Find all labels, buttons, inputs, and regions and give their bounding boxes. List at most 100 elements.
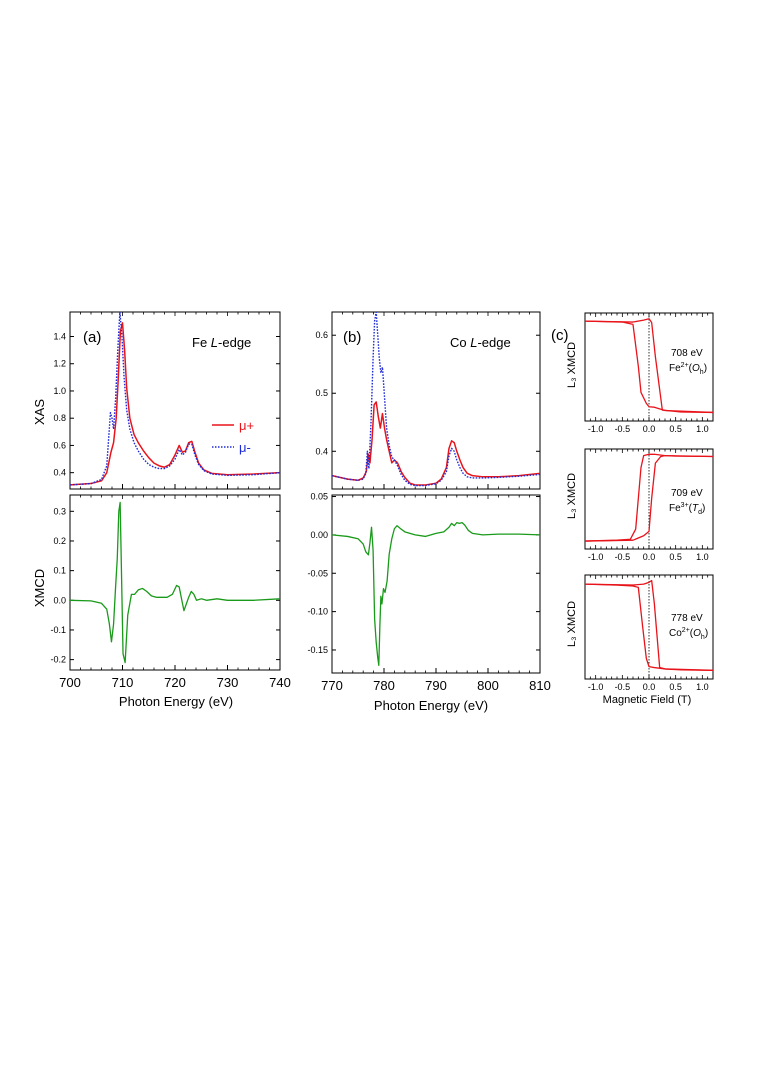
c2-site-part-0: Fe [669,503,681,514]
c1-site-part-4: h [700,369,704,376]
fe_xmcd-ytick-label: 0.2 [53,536,66,546]
loop_709-xtick-label: 1.0 [696,552,709,562]
c1-site: Fe2+(Oh) [669,362,707,376]
co_xmcd-xtick-label: 790 [425,678,447,693]
c3-site-part-0: Co [669,628,682,639]
co_xmcd-series-0 [332,521,540,666]
co-xlabel: Photon Energy (eV) [374,698,488,713]
field-xlabel: Magnetic Field (T) [603,694,692,706]
fe-edge-suffix: -edge [218,335,251,350]
co_xmcd-ytick-label: -0.15 [307,645,328,655]
co_xas-series-0 [332,401,540,486]
co_xas-ytick-label: 0.5 [315,388,328,398]
c3-site-part-3: O [693,628,701,639]
loop_708-series-1 [585,320,713,414]
c1-site-part-2: ( [689,363,693,374]
fe_xas-ytick-label: 0.6 [53,440,66,450]
l3-ylabel-2: L₃ XMCD [566,473,578,519]
loop_778-xtick-label: 1.0 [696,682,709,692]
c1-site-part-3: O [692,363,700,374]
loop_778-series-1 [585,583,713,671]
co-edge-suffix: -edge [477,335,510,350]
c2-site-part-3: T [692,503,699,514]
loop_709-xtick-label: -1.0 [588,552,604,562]
fe_xmcd-frame [69,494,281,671]
co_xmcd-xtick-label: 780 [373,678,395,693]
loop_708-xtick-label: 0.5 [669,424,682,434]
co-edge-prefix: Co [450,335,470,350]
c1-site-part-0: Fe [669,363,681,374]
fe_xmcd-ytick-label: -0.2 [50,655,66,665]
xas-ylabel: XAS [32,399,47,425]
co-edge-annotation: Co L-edge [450,335,511,350]
co_xas-series-1 [332,312,540,487]
fe_xmcd-xtick-label: 700 [59,675,81,690]
fe_xmcd-ytick-label: 0.1 [53,566,66,576]
co_xmcd-ytick-label: 0.05 [310,492,328,502]
panel-a-tag: (a) [83,329,101,346]
co_xas-ytick-label: 0.6 [315,330,328,340]
co_xmcd-ytick-label: 0.00 [310,530,328,540]
c1-energy: 708 eV [671,348,703,359]
fe-edge-annotation: Fe L-edge [192,335,251,350]
fe_xas-ytick-label: 1.2 [53,359,66,369]
panel-c-tag: (c) [551,327,569,344]
loop_708-xtick-label: -0.5 [615,424,631,434]
c2-site-part-1: 3+ [681,502,689,509]
plot-layer: 0.4 0.6 0.8 1.0 1.2 1.4 700 710 720 730 740 -0.2 -0.… [50,311,714,693]
c3-site-part-4: h [701,634,705,641]
c3-site-part-1: 2+ [682,627,690,634]
fe_xmcd-xtick-label: 730 [217,675,239,690]
l3-ylabel-1: L₃ XMCD [566,342,578,388]
co_xmcd-xtick-label: 810 [529,678,551,693]
co_xmcd-xtick-label: 800 [477,678,499,693]
fe_xmcd-xtick-label: 720 [164,675,186,690]
c2-site-part-5: ) [702,503,705,514]
loop_708-xtick-label: -1.0 [588,424,604,434]
c2-energy: 709 eV [671,488,703,499]
c3-energy: 778 eV [671,613,703,624]
co_xmcd-xtick-label: 770 [321,678,343,693]
c2-site: Fe3+(Td) [669,502,705,516]
fe_xmcd-ytick-label: -0.1 [50,625,66,635]
co_xas-ytick-label: 0.4 [315,446,328,456]
c3-site-part-2: ( [690,628,694,639]
fe-edge-prefix: Fe [192,335,211,350]
c3-site: Co2+(Oh) [669,627,708,641]
fe_xmcd-ytick-label: 0.0 [53,595,66,605]
fe-edge-italic: L [211,335,218,350]
co_xmcd-ytick-label: -0.10 [307,607,328,617]
loop_709-xtick-label: 0.5 [669,552,682,562]
fe_xas-ytick-label: 0.8 [53,413,66,423]
c1-site-part-1: 2+ [681,362,689,369]
c2-site-part-2: ( [689,503,693,514]
loop_708-xtick-label: 1.0 [696,424,709,434]
xmcd-ylabel: XMCD [32,569,47,607]
co_xmcd-frame [331,494,541,674]
fe_xmcd-series-0 [70,501,280,664]
loop_778-xtick-label: 0.5 [669,682,682,692]
legend-mu-minus: μ- [239,440,251,455]
c1-site-part-5: ) [704,363,707,374]
fe_xas-ytick-label: 1.0 [53,386,66,396]
loop_709-xtick-label: -0.5 [615,552,631,562]
co_xmcd-ytick-label: -0.05 [307,568,328,578]
loop_709-series-1 [585,453,713,542]
c3-site-part-5: ) [705,628,708,639]
fe_xas-ytick-label: 0.4 [53,468,66,478]
c2-site-part-4: d [698,509,702,516]
loop_778-xtick-label: -1.0 [588,682,604,692]
fe_xmcd-xtick-label: 710 [112,675,134,690]
l3-ylabel-3: L₃ XMCD [566,601,578,647]
panel-b-tag: (b) [343,329,361,346]
fe_xmcd-ytick-label: 0.3 [53,506,66,516]
loop_778-xtick-label: 0.0 [643,682,656,692]
loop_708-xtick-label: 0.0 [643,424,656,434]
fe_xas-series-0 [70,322,280,486]
legend-mu-plus: μ+ [239,418,254,433]
fe-xlabel: Photon Energy (eV) [119,694,233,709]
co-edge-italic: L [470,335,477,350]
fe_xmcd-xtick-label: 740 [269,675,291,690]
loop_778-xtick-label: -0.5 [615,682,631,692]
